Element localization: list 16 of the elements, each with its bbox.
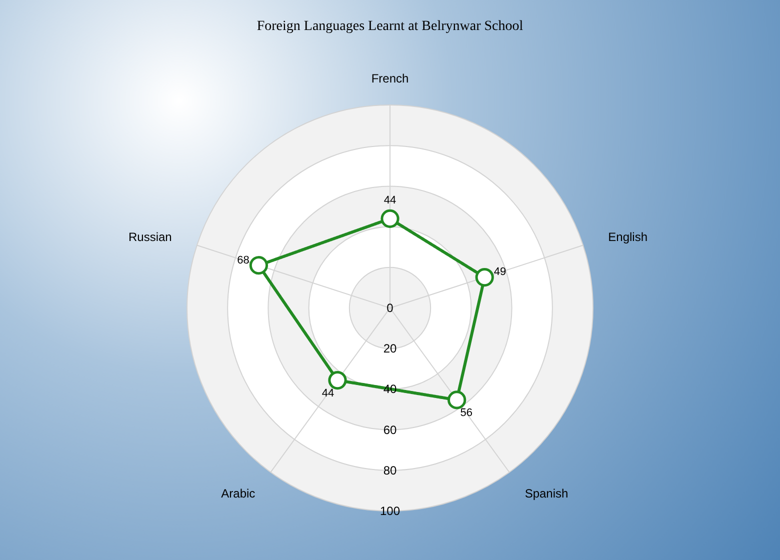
spoke-label: Spanish xyxy=(524,486,568,501)
y-tick-label: 60 xyxy=(383,422,397,437)
y-tick-label: 0 xyxy=(386,301,394,315)
data-label: 44 xyxy=(322,387,334,400)
data-label: 56 xyxy=(460,407,472,420)
data-label: 49 xyxy=(494,266,506,278)
y-tick-label: 80 xyxy=(383,463,397,478)
data-label: 44 xyxy=(384,194,396,206)
spoke-label: French xyxy=(371,72,409,86)
y-tick-label: 100 xyxy=(380,504,400,518)
chart-title: Foreign Languages Learnt at Belrynwar School xyxy=(256,19,524,34)
spoke-label: Russian xyxy=(128,230,172,244)
spoke-label: Arabic xyxy=(221,486,256,501)
data-label: 68 xyxy=(237,254,250,266)
y-tick-label: 20 xyxy=(383,342,397,356)
spoke-label: English xyxy=(608,230,648,244)
